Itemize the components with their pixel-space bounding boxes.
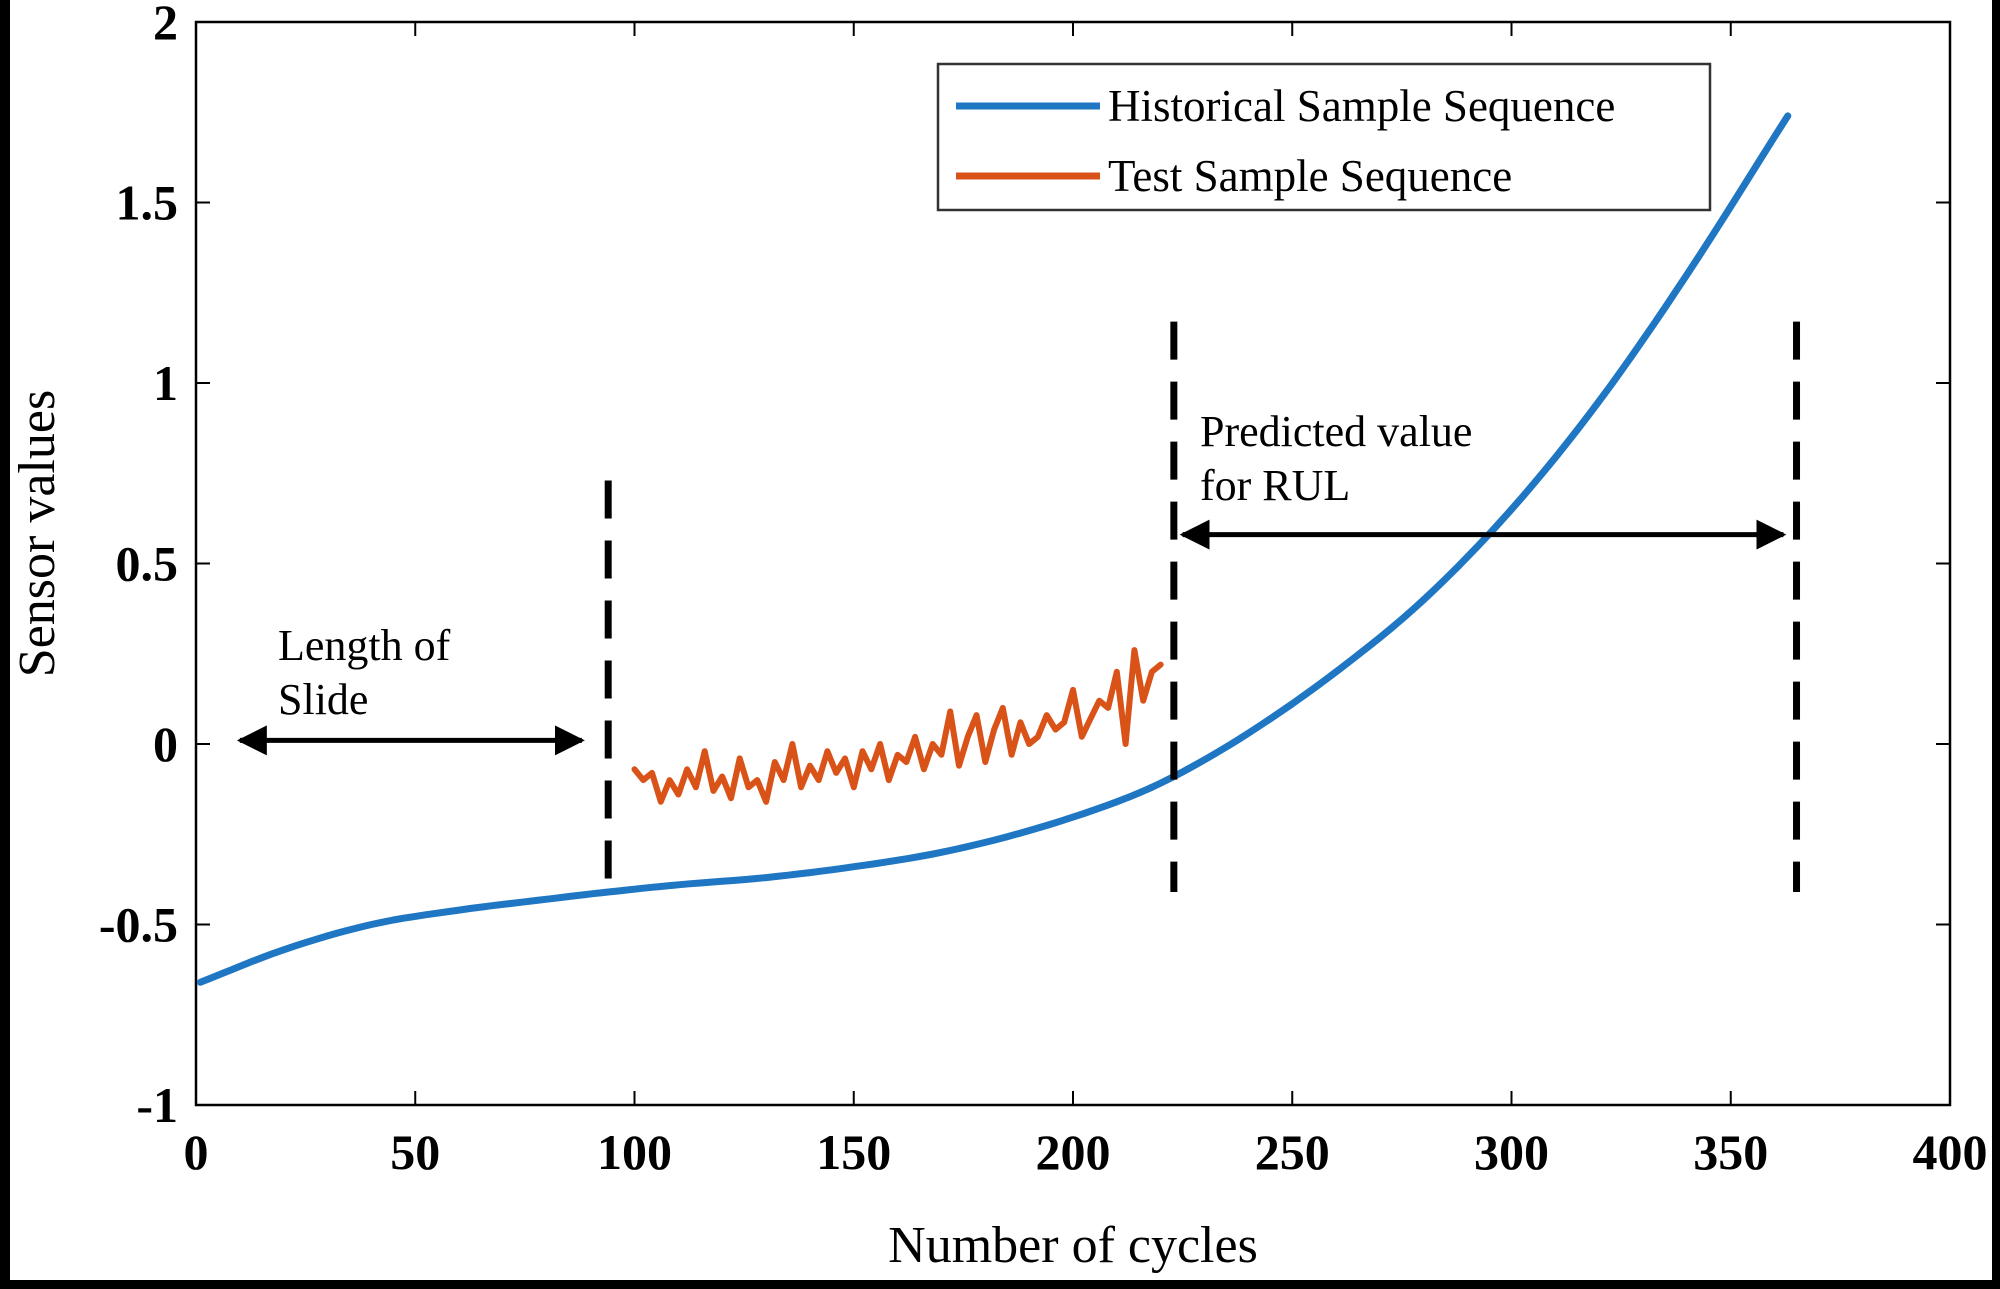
x-tick-label: 100 xyxy=(597,1124,672,1180)
x-tick-label: 250 xyxy=(1255,1124,1330,1180)
annotations: Length of Slide Predicted value for RUL xyxy=(236,321,1801,896)
y-tick-label: -1 xyxy=(136,1077,178,1133)
y-tick-label: 1 xyxy=(153,355,178,411)
legend-label: Historical Sample Sequence xyxy=(1108,81,1615,131)
x-tick-label: 400 xyxy=(1913,1124,1988,1180)
x-tick-label: 50 xyxy=(390,1124,440,1180)
series xyxy=(196,112,1792,986)
legend-label: Test Sample Sequence xyxy=(1108,151,1512,201)
x-tick-label: 300 xyxy=(1474,1124,1549,1180)
legend: Historical Sample Sequence Test Sample Se… xyxy=(936,62,1712,212)
x-tick-label: 150 xyxy=(816,1124,891,1180)
rul-annotation-line: for RUL xyxy=(1200,461,1350,510)
ticks: 0 50 100 150 200 250 300 350 400 -1 -0.5 0 0.5 1 1.5 2 xyxy=(99,0,1988,1180)
y-tick-label: 2 xyxy=(153,0,178,50)
rul-annotation-line: Predicted value xyxy=(1200,407,1472,456)
slide-annotation-line: Slide xyxy=(278,675,368,724)
y-tick-label: -0.5 xyxy=(99,897,178,953)
x-tick-label: 200 xyxy=(1036,1124,1111,1180)
y-tick-label: 0 xyxy=(153,716,178,772)
slide-annotation-line: Length of xyxy=(278,621,451,670)
chart-frame: 0 50 100 150 200 250 300 350 400 -1 -0.5 0 0.5 1 1.5 2 … xyxy=(10,0,1992,1280)
y-tick-label: 0.5 xyxy=(116,536,179,592)
test-series-line xyxy=(631,647,1164,805)
y-axis-title: Sensor values xyxy=(10,390,66,677)
legend-box xyxy=(936,62,1712,212)
historical-series-line xyxy=(196,112,1792,986)
y-tick-label: 1.5 xyxy=(116,175,179,231)
x-tick-label: 0 xyxy=(184,1124,209,1180)
chart-svg: 0 50 100 150 200 250 300 350 400-1-0.500.511.52 … xyxy=(10,0,1988,1274)
x-tick-label: 350 xyxy=(1693,1124,1768,1180)
x-axis-title: Number of cycles xyxy=(888,1217,1258,1274)
